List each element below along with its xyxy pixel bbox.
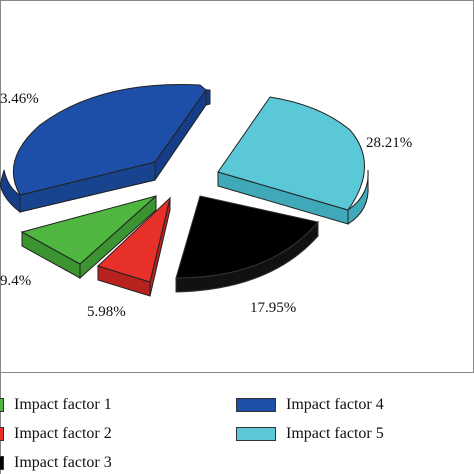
legend-swatch: [0, 398, 4, 412]
slice-impact-factor-4: [0, 84, 211, 214]
legend-swatch: [0, 427, 4, 441]
legend-swatch: [0, 456, 4, 470]
slice-impact-factor-2: [97, 196, 171, 297]
label-impact-factor-3: 17.95%: [250, 300, 296, 316]
slice-impact-factor-1: [20, 194, 157, 280]
legend-swatch: [236, 398, 276, 412]
slice-impact-factor-5: [217, 96, 369, 225]
label-impact-factor-2: 5.98%: [87, 304, 126, 320]
legend-item-impact-factor-2: Impact factor 2: [0, 424, 112, 444]
legend-label: Impact factor 3: [14, 454, 112, 471]
legend-swatch: [236, 427, 276, 441]
frame-border-top: [0, 0, 474, 1]
legend-item-impact-factor-3: Impact factor 3: [0, 453, 112, 473]
label-impact-factor-1: 9.4%: [0, 273, 31, 289]
legend-item-impact-factor-5: Impact factor 5: [236, 424, 384, 444]
pie-chart: 3.46% 28.21% 9.4% 5.98% 17.95%: [0, 84, 412, 320]
legend-label: Impact factor 4: [286, 396, 384, 413]
legend-label: Impact factor 2: [14, 425, 112, 442]
legend-item-impact-factor-1: Impact factor 1: [0, 395, 112, 415]
slice-impact-factor-3: [175, 195, 319, 293]
legend-label: Impact factor 1: [14, 396, 112, 413]
legend-separator: [0, 372, 474, 373]
label-impact-factor-4: 3.46%: [0, 91, 39, 107]
legend-label: Impact factor 5: [286, 425, 384, 442]
label-impact-factor-5: 28.21%: [366, 135, 412, 151]
frame-border-left: [0, 0, 1, 474]
legend-item-impact-factor-4: Impact factor 4: [236, 395, 384, 415]
